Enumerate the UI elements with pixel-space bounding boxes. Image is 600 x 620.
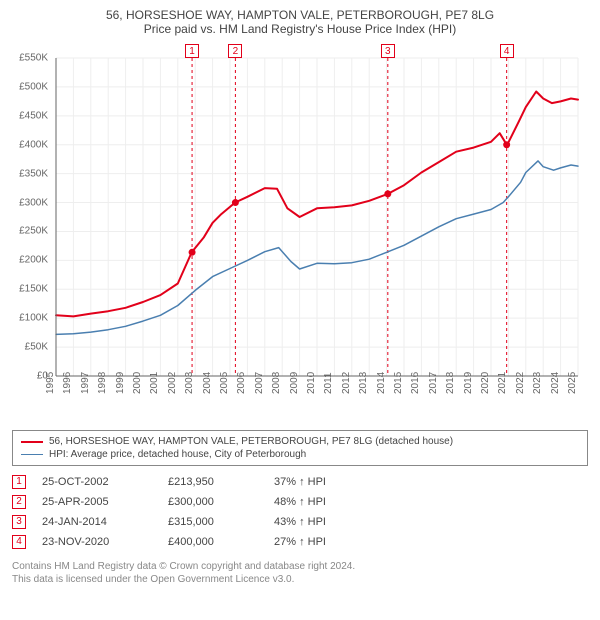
x-tick-label: 2016 bbox=[410, 372, 421, 394]
y-tick-label: £500K bbox=[12, 81, 48, 92]
y-tick-label: £0 bbox=[12, 371, 48, 382]
event-date: 24-JAN-2014 bbox=[42, 516, 152, 528]
x-tick-label: 2018 bbox=[445, 372, 456, 394]
x-tick-label: 2023 bbox=[532, 372, 543, 394]
event-row: 2 25-APR-2005 £300,000 48% ↑ HPI bbox=[12, 492, 588, 512]
x-tick-label: 1995 bbox=[45, 372, 56, 394]
footnote: Contains HM Land Registry data © Crown c… bbox=[12, 560, 588, 586]
x-tick-label: 2025 bbox=[567, 372, 578, 394]
event-price: £213,950 bbox=[168, 476, 258, 488]
x-tick-label: 2021 bbox=[497, 372, 508, 394]
event-price: £400,000 bbox=[168, 536, 258, 548]
y-tick-label: £550K bbox=[12, 53, 48, 64]
event-marker: 4 bbox=[500, 44, 514, 58]
x-tick-label: 2012 bbox=[341, 372, 352, 394]
event-hpi-delta: 43% ↑ HPI bbox=[274, 516, 364, 528]
legend-swatch-hpi bbox=[21, 454, 43, 455]
price-chart: £0 £50K £100K £150K £200K £250K £300K £350K £400… bbox=[12, 42, 588, 422]
x-tick-label: 2015 bbox=[393, 372, 404, 394]
event-marker-cell: 4 bbox=[12, 535, 26, 549]
y-tick-label: £350K bbox=[12, 168, 48, 179]
y-tick-label: £300K bbox=[12, 197, 48, 208]
title-line-1: 56, HORSESHOE WAY, HAMPTON VALE, PETERBO… bbox=[12, 8, 588, 22]
x-tick-label: 2022 bbox=[515, 372, 526, 394]
x-tick-label: 2009 bbox=[288, 372, 299, 394]
x-tick-label: 2004 bbox=[201, 372, 212, 394]
event-date: 25-OCT-2002 bbox=[42, 476, 152, 488]
x-tick-label: 2014 bbox=[375, 372, 386, 394]
x-tick-label: 2005 bbox=[219, 372, 230, 394]
title-line-2: Price paid vs. HM Land Registry's House … bbox=[12, 22, 588, 36]
legend-label-hpi: HPI: Average price, detached house, City… bbox=[49, 449, 306, 460]
x-tick-label: 2006 bbox=[236, 372, 247, 394]
legend-swatch-property bbox=[21, 441, 43, 443]
y-tick-label: £150K bbox=[12, 284, 48, 295]
x-tick-label: 2002 bbox=[167, 372, 178, 394]
x-tick-label: 2024 bbox=[549, 372, 560, 394]
legend-row-property: 56, HORSESHOE WAY, HAMPTON VALE, PETERBO… bbox=[21, 435, 579, 448]
x-tick-label: 2008 bbox=[271, 372, 282, 394]
event-date: 23-NOV-2020 bbox=[42, 536, 152, 548]
x-tick-label: 1997 bbox=[80, 372, 91, 394]
event-row: 1 25-OCT-2002 £213,950 37% ↑ HPI bbox=[12, 472, 588, 492]
x-tick-label: 2010 bbox=[306, 372, 317, 394]
event-price: £315,000 bbox=[168, 516, 258, 528]
events-table: 1 25-OCT-2002 £213,950 37% ↑ HPI 2 25-AP… bbox=[12, 472, 588, 552]
event-marker-cell: 2 bbox=[12, 495, 26, 509]
event-row: 4 23-NOV-2020 £400,000 27% ↑ HPI bbox=[12, 532, 588, 552]
event-date: 25-APR-2005 bbox=[42, 496, 152, 508]
x-tick-label: 1996 bbox=[62, 372, 73, 394]
event-row: 3 24-JAN-2014 £315,000 43% ↑ HPI bbox=[12, 512, 588, 532]
legend-row-hpi: HPI: Average price, detached house, City… bbox=[21, 448, 579, 461]
x-tick-label: 1998 bbox=[97, 372, 108, 394]
event-price: £300,000 bbox=[168, 496, 258, 508]
x-tick-label: 2020 bbox=[480, 372, 491, 394]
event-marker-cell: 3 bbox=[12, 515, 26, 529]
x-tick-label: 1999 bbox=[114, 372, 125, 394]
legend: 56, HORSESHOE WAY, HAMPTON VALE, PETERBO… bbox=[12, 430, 588, 466]
x-tick-label: 2019 bbox=[462, 372, 473, 394]
x-tick-label: 2001 bbox=[149, 372, 160, 394]
event-hpi-delta: 37% ↑ HPI bbox=[274, 476, 364, 488]
event-hpi-delta: 48% ↑ HPI bbox=[274, 496, 364, 508]
y-tick-label: £400K bbox=[12, 139, 48, 150]
y-tick-label: £200K bbox=[12, 255, 48, 266]
x-tick-label: 2013 bbox=[358, 372, 369, 394]
x-tick-label: 2011 bbox=[324, 372, 335, 394]
x-tick-label: 2017 bbox=[428, 372, 439, 394]
event-marker-cell: 1 bbox=[12, 475, 26, 489]
y-tick-label: £450K bbox=[12, 110, 48, 121]
event-marker: 2 bbox=[228, 44, 242, 58]
legend-label-property: 56, HORSESHOE WAY, HAMPTON VALE, PETERBO… bbox=[49, 436, 453, 447]
y-tick-label: £250K bbox=[12, 226, 48, 237]
event-hpi-delta: 27% ↑ HPI bbox=[274, 536, 364, 548]
x-tick-label: 2007 bbox=[254, 372, 265, 394]
event-marker: 1 bbox=[185, 44, 199, 58]
chart-title-block: 56, HORSESHOE WAY, HAMPTON VALE, PETERBO… bbox=[12, 8, 588, 36]
x-tick-label: 2000 bbox=[132, 372, 143, 394]
footnote-line-2: This data is licensed under the Open Gov… bbox=[12, 573, 588, 586]
y-tick-label: £100K bbox=[12, 313, 48, 324]
event-marker: 3 bbox=[381, 44, 395, 58]
x-tick-label: 2003 bbox=[184, 372, 195, 394]
y-tick-label: £50K bbox=[12, 342, 48, 353]
footnote-line-1: Contains HM Land Registry data © Crown c… bbox=[12, 560, 588, 573]
